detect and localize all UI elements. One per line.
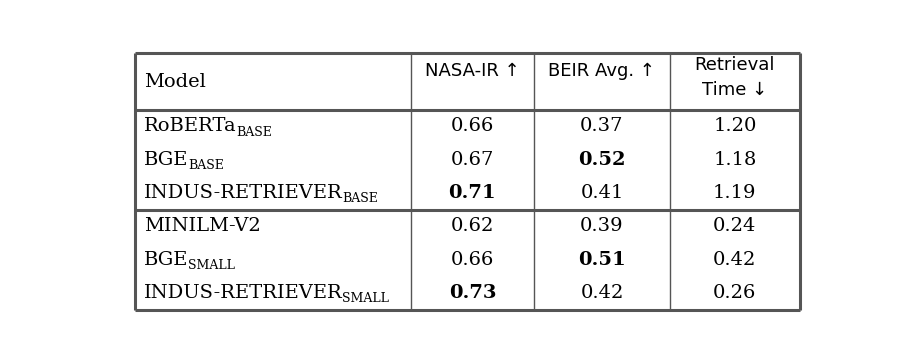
Text: 0.62: 0.62	[450, 217, 494, 235]
Text: 0.42: 0.42	[712, 251, 756, 269]
Text: Model: Model	[144, 73, 205, 91]
Text: SMALL: SMALL	[342, 292, 389, 306]
Text: BGE: BGE	[144, 251, 188, 269]
Text: 0.66: 0.66	[450, 251, 494, 269]
Text: 0.66: 0.66	[450, 118, 494, 136]
Text: RoBERTa: RoBERTa	[144, 118, 236, 136]
Text: 0.41: 0.41	[579, 184, 623, 202]
Text: BASE: BASE	[342, 193, 378, 205]
Text: 0.71: 0.71	[448, 184, 496, 202]
Text: 0.37: 0.37	[579, 118, 623, 136]
Text: BGE: BGE	[144, 151, 188, 169]
Text: 0.52: 0.52	[578, 151, 625, 169]
Text: BASE: BASE	[236, 126, 271, 139]
Text: 1.18: 1.18	[712, 151, 756, 169]
Text: 0.26: 0.26	[712, 284, 756, 302]
Text: 0.73: 0.73	[448, 284, 496, 302]
Text: SMALL: SMALL	[188, 259, 235, 272]
Text: NASA-IR ↑: NASA-IR ↑	[425, 62, 519, 80]
Text: INDUS-RETRIEVER: INDUS-RETRIEVER	[144, 184, 342, 202]
Text: 1.19: 1.19	[712, 184, 756, 202]
Text: 0.24: 0.24	[712, 217, 756, 235]
Text: BASE: BASE	[188, 159, 224, 172]
Text: 0.51: 0.51	[578, 251, 625, 269]
Text: 0.42: 0.42	[579, 284, 623, 302]
Text: Time ↓: Time ↓	[701, 81, 766, 99]
Text: MINILM-V2: MINILM-V2	[144, 217, 261, 235]
Text: Retrieval: Retrieval	[694, 56, 774, 74]
Text: BEIR Avg. ↑: BEIR Avg. ↑	[548, 62, 655, 80]
Text: INDUS-RETRIEVER: INDUS-RETRIEVER	[144, 284, 342, 302]
Text: 1.20: 1.20	[712, 118, 756, 136]
Text: 0.39: 0.39	[579, 217, 623, 235]
Text: 0.67: 0.67	[450, 151, 494, 169]
